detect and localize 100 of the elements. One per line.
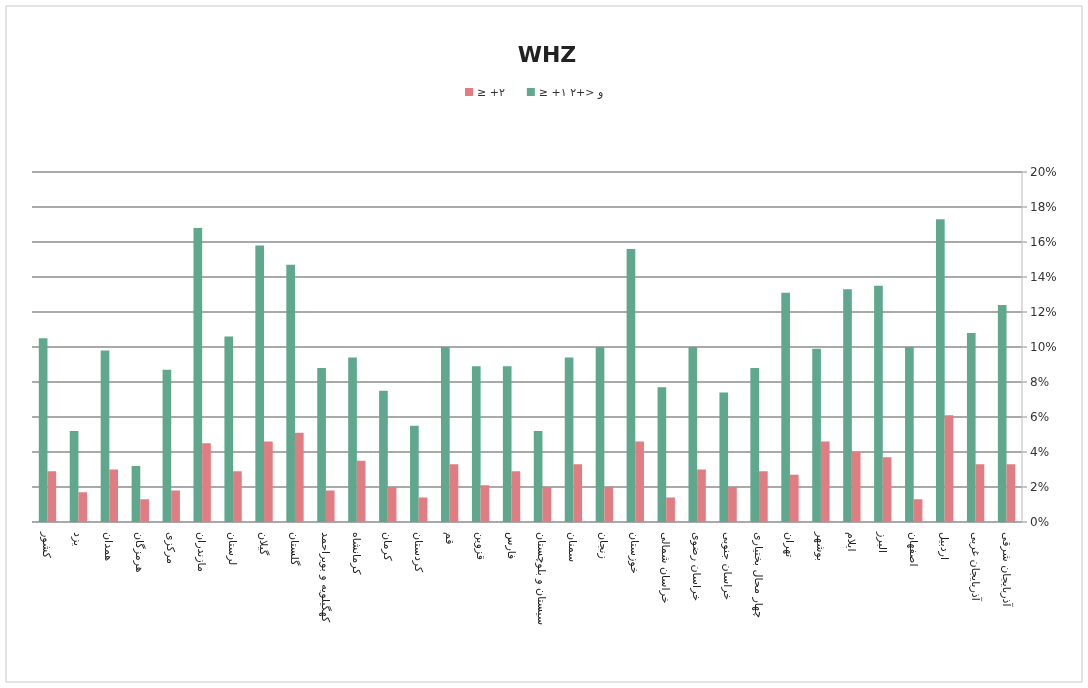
bar (750, 368, 760, 522)
x-tick-label: لرستان (226, 532, 240, 566)
y-tick-label: 16% (1030, 235, 1057, 249)
bar (387, 487, 397, 522)
bar (789, 474, 799, 522)
bar (317, 368, 326, 522)
x-tick-label: ایلام (844, 532, 858, 552)
x-tick-label: اصفهان (906, 532, 920, 567)
bar (356, 460, 366, 522)
x-tick-label: سمنان (566, 532, 580, 563)
x-tick-label: آذربایجان غربی (968, 532, 983, 602)
bar (449, 464, 459, 522)
bar (69, 431, 79, 522)
x-tick-label: کشور (40, 531, 54, 559)
bar (379, 390, 388, 522)
bar (100, 350, 110, 522)
bar (626, 249, 636, 522)
x-tick-label: خوزستان (628, 532, 642, 574)
bar (418, 497, 428, 522)
x-tick-label: تهران (782, 532, 796, 558)
x-tick-label: اردبیل (937, 532, 951, 560)
x-tick-label: قم (442, 532, 456, 545)
bar (635, 441, 644, 522)
y-tick-label: 10% (1030, 340, 1057, 354)
bar (511, 471, 521, 522)
bar (944, 415, 954, 522)
legend-label: ≥ +۲ (477, 86, 505, 99)
x-tick-label: کرمانشاه (349, 532, 363, 576)
bar (728, 487, 737, 522)
bar (905, 347, 914, 522)
x-tick-label: قزوین (473, 532, 487, 561)
x-tick-label: آذربایجان شرقی (999, 532, 1014, 608)
bar (604, 487, 614, 522)
bar (471, 366, 481, 522)
bar (162, 369, 172, 522)
bar (348, 357, 357, 522)
bar (38, 338, 48, 522)
legend-label: ≥ +۱ و <+۲ (538, 86, 604, 99)
x-tick-label: مرکزی (164, 532, 178, 564)
x-tick-label: کردستان (411, 532, 425, 573)
x-tick-label: خراسان جنوبی (721, 532, 735, 601)
bar (131, 466, 141, 522)
bar (843, 289, 852, 522)
x-tick-label: گیلان (257, 532, 271, 556)
bar (657, 387, 667, 522)
bar (502, 366, 512, 522)
bar (294, 432, 304, 522)
bar (697, 469, 706, 522)
bar (224, 336, 234, 522)
bar (997, 305, 1007, 522)
bar (542, 487, 552, 522)
bar (781, 292, 790, 522)
chart-title: WHZ (517, 42, 577, 67)
bar (913, 499, 923, 522)
y-tick-label: 14% (1030, 270, 1057, 284)
x-tick-label: کهگیلویه و بویراحمد (318, 532, 332, 623)
x-tick-label: یزد (71, 532, 85, 547)
y-tick-label: 4% (1030, 445, 1050, 459)
x-tick-label: فارس (504, 532, 518, 560)
x-tick-label: سیستان و بلوچستان (535, 532, 549, 626)
x-tick-label: کرمان (380, 532, 394, 562)
bar (564, 357, 574, 522)
bar (966, 333, 976, 522)
bar (255, 245, 265, 522)
bar (78, 492, 88, 522)
bar (533, 431, 543, 522)
bar (233, 471, 242, 522)
bar (202, 443, 211, 522)
x-tick-label: مازندران (195, 532, 209, 572)
bar (171, 490, 180, 522)
bar (480, 485, 490, 522)
x-tick-label: خراسان رضوی (690, 532, 704, 602)
y-tick-label: 8% (1030, 375, 1050, 389)
x-tick-label: چهار محال بختیاری (752, 532, 766, 618)
bar (573, 464, 583, 522)
bar (595, 347, 605, 522)
bar (264, 441, 273, 522)
bar (140, 499, 149, 522)
y-tick-label: 6% (1030, 410, 1050, 424)
bar (874, 285, 883, 522)
x-tick-label: زنجان (597, 532, 611, 559)
x-tick-label: البرز (875, 531, 889, 554)
x-tick-label: هرمزگان (133, 532, 147, 573)
bar (109, 469, 119, 522)
bar (975, 464, 985, 522)
bar (666, 497, 675, 522)
bar (688, 347, 698, 522)
y-tick-label: 12% (1030, 305, 1057, 319)
x-tick-label: همدان (102, 532, 116, 562)
y-tick-label: 20% (1030, 165, 1057, 179)
bar (193, 228, 203, 522)
bar (820, 441, 830, 522)
y-tick-label: 2% (1030, 480, 1050, 494)
bar (1006, 464, 1016, 522)
bar (759, 471, 768, 522)
y-tick-label: 18% (1030, 200, 1057, 214)
bar (286, 264, 295, 522)
bar (882, 457, 892, 522)
x-tick-label: بوشهر (813, 531, 827, 562)
bar (935, 219, 945, 522)
